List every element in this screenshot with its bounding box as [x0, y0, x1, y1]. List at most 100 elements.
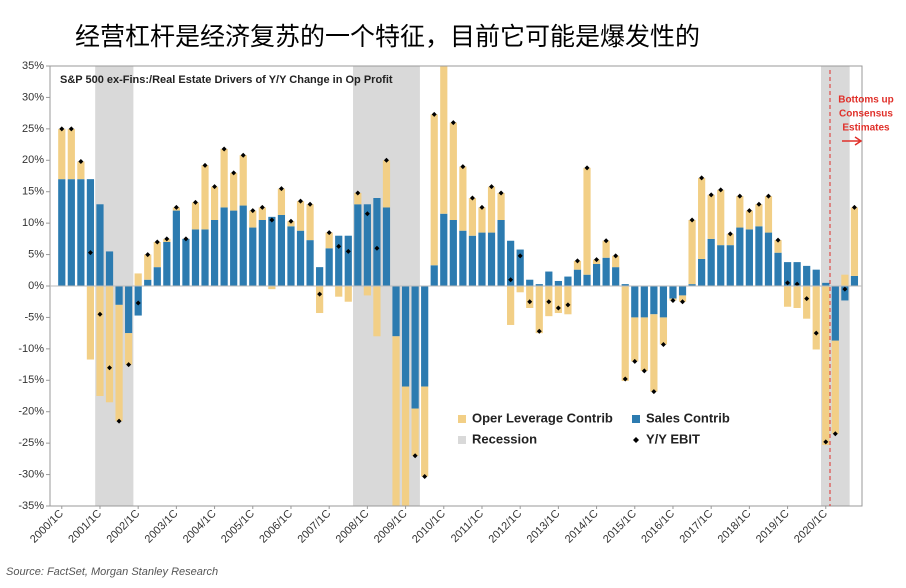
bar	[306, 204, 314, 241]
bar	[392, 286, 400, 337]
bar	[621, 284, 629, 286]
bar	[745, 229, 753, 286]
ebit-point	[699, 175, 705, 181]
annotation-text: Bottoms up	[838, 95, 894, 106]
bar	[230, 172, 238, 211]
ebit-point	[450, 120, 456, 126]
bar	[421, 386, 429, 477]
bar	[201, 229, 209, 286]
x-tick-label: 2019/1C	[754, 508, 792, 546]
ebit-point	[460, 164, 466, 170]
bar	[717, 245, 725, 286]
bar	[287, 226, 295, 286]
bar	[401, 386, 410, 506]
bar	[516, 286, 524, 293]
bar	[277, 188, 286, 215]
bar	[125, 286, 133, 334]
bar	[430, 114, 438, 266]
y-tick-label: -10%	[18, 343, 44, 355]
bar	[144, 254, 152, 280]
bar	[497, 192, 505, 220]
bar	[239, 205, 247, 286]
bar	[583, 167, 591, 275]
bar	[182, 238, 190, 286]
ebit-point	[651, 389, 657, 395]
bar	[822, 282, 830, 286]
bar	[287, 221, 295, 227]
ebit-point	[527, 299, 533, 305]
y-tick-label: 30%	[22, 91, 44, 103]
ebit-point	[326, 230, 332, 236]
ebit-point	[517, 253, 523, 259]
ebit-point	[823, 439, 829, 445]
ebit-point	[250, 208, 256, 214]
bar	[191, 229, 200, 286]
bar	[573, 269, 582, 286]
bar	[516, 249, 524, 286]
ebit-point	[765, 193, 771, 199]
bar	[373, 198, 381, 286]
ebit-point	[68, 126, 74, 132]
ebit-point	[126, 362, 132, 368]
bar	[268, 286, 276, 290]
ebit-point	[546, 299, 552, 305]
bar	[115, 286, 123, 305]
ebit-point	[660, 341, 666, 347]
bar	[545, 271, 553, 286]
bar	[86, 286, 95, 360]
legend-swatch	[458, 436, 466, 444]
bar	[354, 204, 362, 286]
bar	[459, 166, 467, 231]
bar	[220, 207, 228, 286]
x-tick-label: 2008/1C	[334, 508, 372, 546]
bar	[755, 204, 763, 227]
ebit-point	[479, 204, 485, 210]
x-tick-label: 2016/1C	[639, 508, 677, 546]
ebit-point	[364, 211, 370, 217]
bar	[554, 280, 562, 286]
bar	[707, 238, 715, 286]
bar	[612, 255, 620, 268]
ebit-point	[632, 358, 638, 364]
bar	[306, 240, 314, 286]
ebit-point	[431, 111, 437, 117]
y-tick-label: -25%	[18, 437, 44, 449]
bar	[592, 264, 601, 286]
bar	[707, 194, 715, 239]
bar	[478, 207, 486, 233]
ebit-point	[317, 291, 323, 297]
x-tick-label: 2017/1C	[677, 508, 715, 546]
ebit-point	[355, 190, 361, 196]
bar	[659, 286, 668, 318]
ebit-point	[394, 535, 399, 540]
ebit-point	[718, 187, 724, 193]
x-tick-label: 2015/1C	[601, 508, 639, 546]
bar	[764, 232, 773, 286]
bar	[678, 295, 687, 302]
bar	[793, 262, 801, 286]
chart-subtitle: S&P 500 ex-Fins:/Real Estate Drivers of …	[60, 74, 393, 86]
bar	[258, 207, 266, 220]
ebit-point	[78, 159, 84, 165]
bar	[478, 232, 486, 286]
bar	[717, 189, 725, 246]
x-tick-label: 2007/1C	[295, 508, 333, 546]
x-tick-label: 2003/1C	[143, 508, 181, 546]
bar	[812, 269, 820, 286]
ebit-point	[154, 239, 160, 245]
ebit-point	[173, 204, 179, 210]
x-tick-label: 2018/1C	[716, 508, 754, 546]
ebit-point	[192, 199, 198, 205]
bar	[631, 286, 639, 318]
x-tick-label: 2010/1C	[410, 508, 448, 546]
bar	[468, 198, 477, 236]
ebit-point	[469, 195, 475, 201]
y-tick-label: 25%	[22, 123, 44, 135]
bar	[783, 286, 792, 307]
bar	[650, 286, 658, 315]
y-tick-label: 15%	[22, 186, 44, 198]
bar	[144, 279, 152, 286]
bar	[793, 286, 801, 308]
bar	[411, 286, 419, 409]
y-tick-label: 20%	[22, 154, 44, 166]
